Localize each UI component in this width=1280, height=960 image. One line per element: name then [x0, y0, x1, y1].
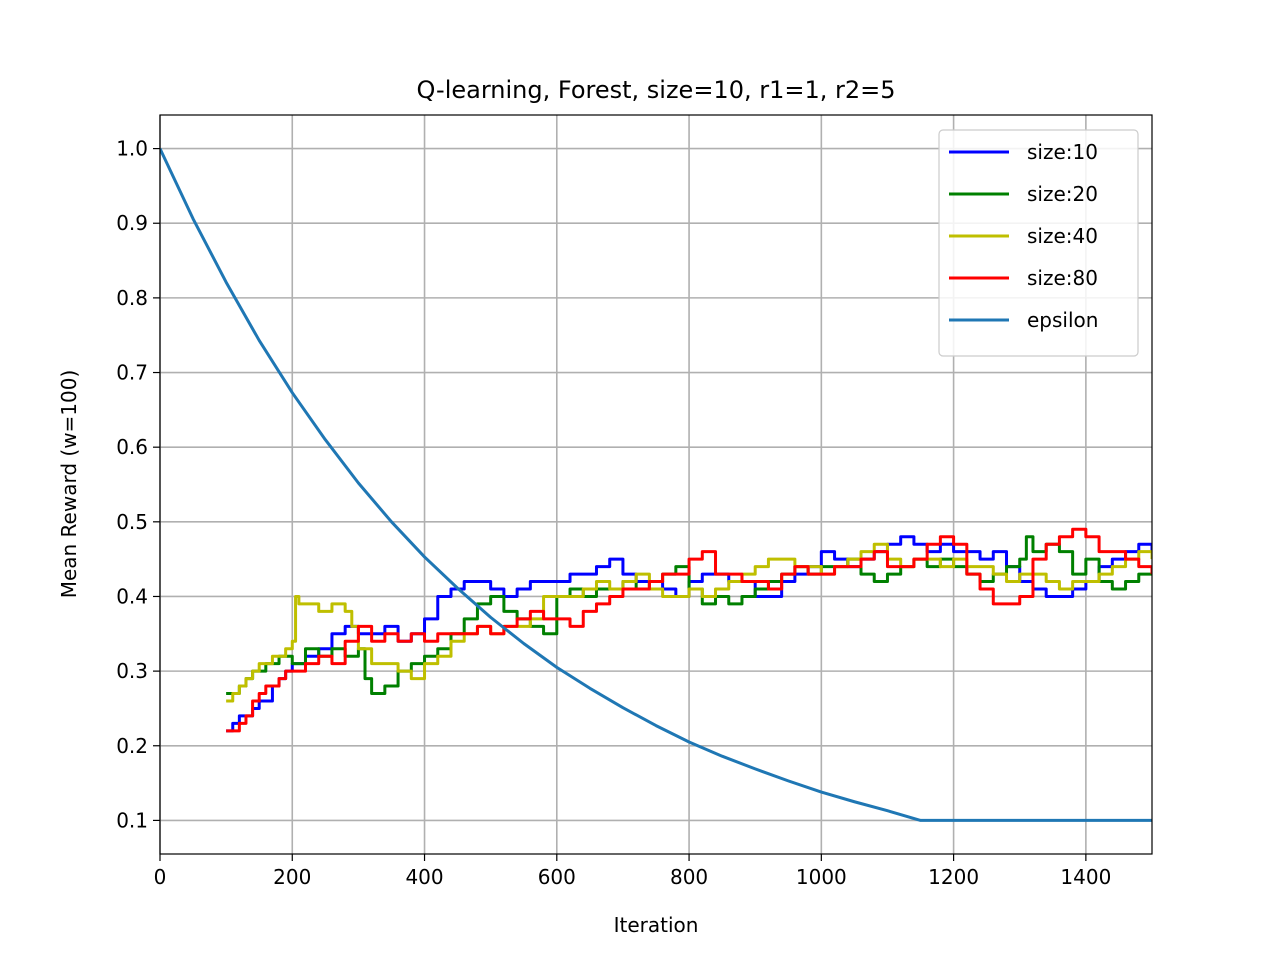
series-line-size-40 [226, 542, 1152, 703]
y-tick-label: 0.6 [116, 435, 148, 459]
x-tick-label: 1400 [1060, 865, 1111, 889]
y-tick-label: 0.2 [116, 734, 148, 758]
y-tick-label: 1.0 [116, 137, 148, 161]
series-line-epsilon [160, 147, 1152, 822]
ticks: 0 200 400 600 800 1000 1200 1400 0.1 0.2 0.3 0.4 0.5… [116, 137, 1111, 889]
legend-box [938, 129, 1139, 357]
x-axis-label: Iteration [614, 913, 699, 937]
legend-label: size:40 [1027, 224, 1098, 248]
y-tick-label: 0.9 [116, 211, 148, 235]
y-tick-label: 0.4 [116, 584, 148, 608]
x-tick-label: 1000 [796, 865, 847, 889]
x-tick-label: 800 [670, 865, 708, 889]
y-tick-label: 0.7 [116, 361, 148, 385]
x-tick-label: 400 [405, 865, 443, 889]
series-line-size-80 [226, 527, 1152, 733]
y-tick-label: 0.8 [116, 286, 148, 310]
x-tick-label: 0 [154, 865, 167, 889]
y-tick-label: 0.3 [116, 659, 148, 683]
legend: size:10 size:20 size:40 size:80 epsilon [938, 129, 1139, 357]
x-tick-label: 200 [273, 865, 311, 889]
y-tick-label: 0.5 [116, 510, 148, 534]
x-tick-label: 1200 [928, 865, 979, 889]
legend-label: size:20 [1027, 182, 1098, 206]
axes-frame [159, 114, 1153, 855]
x-tick-label: 600 [538, 865, 576, 889]
y-axis-label: Mean Reward (w=100) [57, 370, 81, 599]
legend-label: size:10 [1027, 140, 1098, 164]
legend-label: epsilon [1027, 308, 1098, 332]
legend-label: size:80 [1027, 266, 1098, 290]
plot-area [160, 147, 1152, 822]
chart-title: Q-learning, Forest, size=10, r1=1, r2=5 [416, 76, 895, 104]
series-line-size-10 [226, 535, 1152, 733]
y-tick-label: 0.1 [116, 808, 148, 832]
